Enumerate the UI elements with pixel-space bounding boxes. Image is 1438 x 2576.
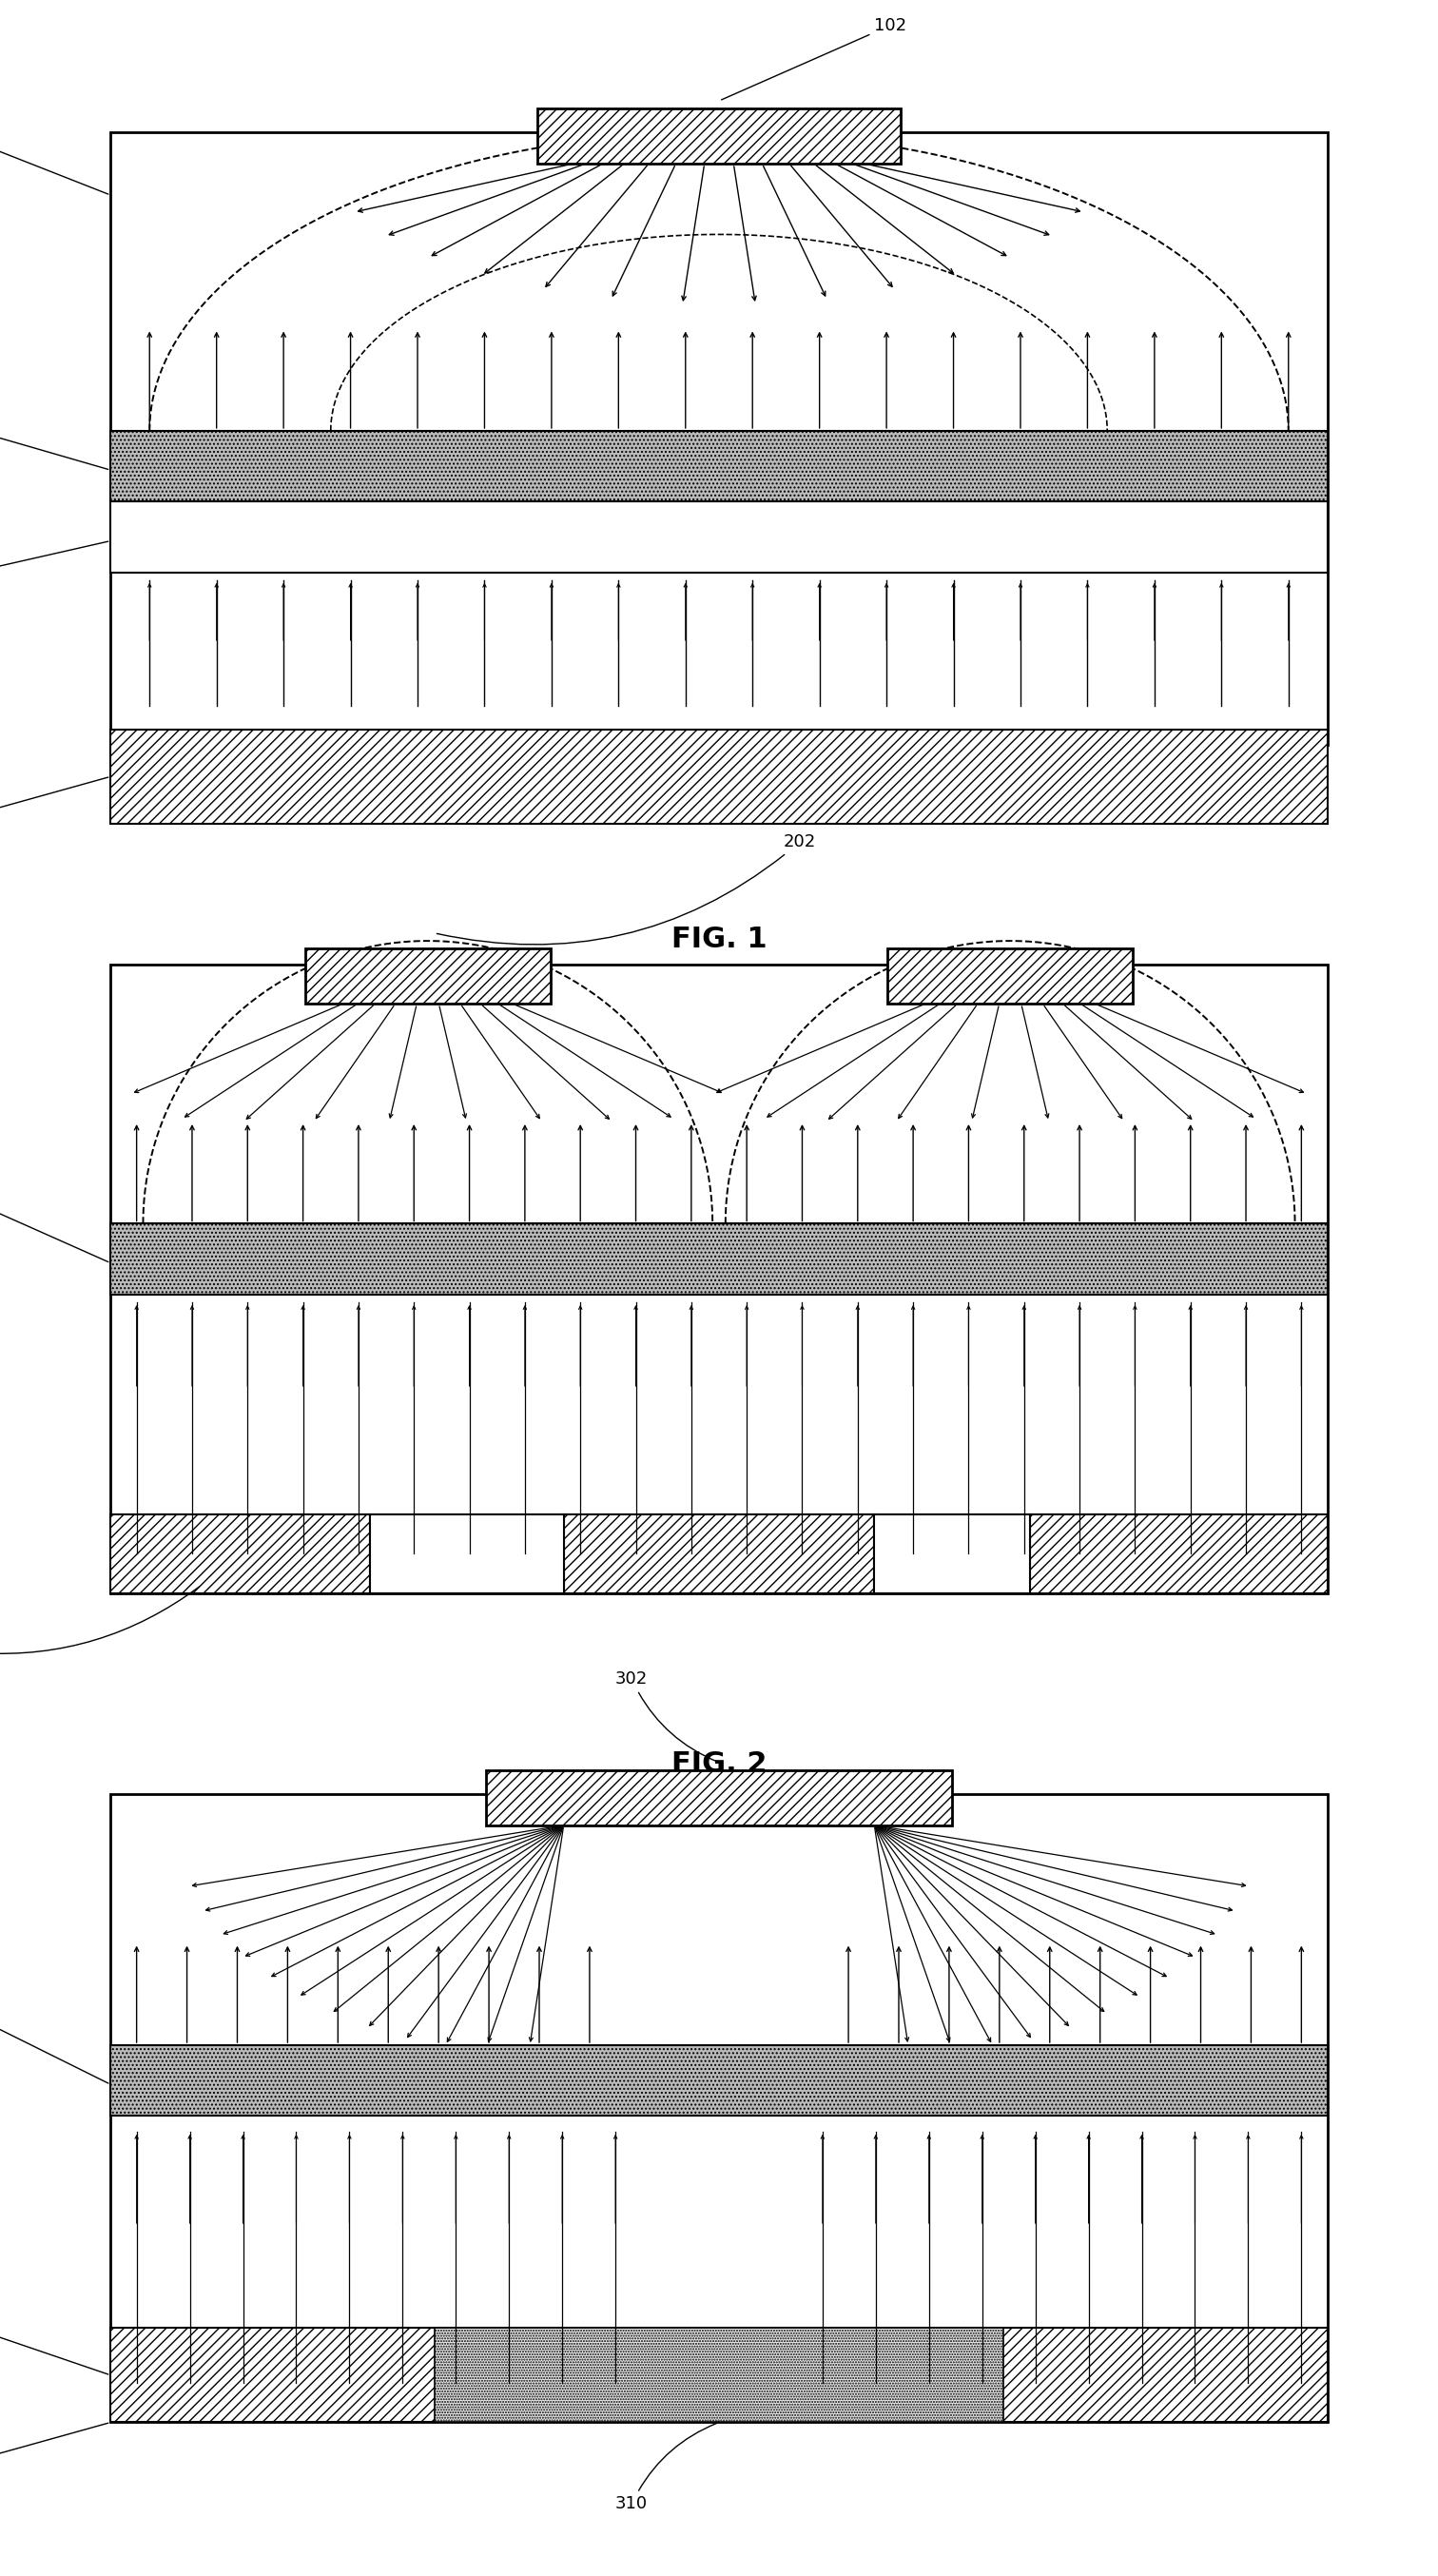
Bar: [111, 502, 1327, 572]
Bar: [111, 1793, 1327, 2421]
Bar: [305, 948, 551, 1005]
Bar: [111, 729, 1327, 824]
Bar: [434, 2329, 1004, 2421]
Text: 108: 108: [0, 541, 108, 585]
Bar: [111, 963, 1327, 1592]
Text: 306: 306: [0, 2002, 108, 2084]
Text: 102: 102: [722, 18, 907, 100]
Bar: [111, 430, 1327, 502]
Bar: [887, 948, 1133, 1005]
Bar: [1030, 1515, 1327, 1592]
Bar: [111, 1224, 1327, 1296]
Bar: [564, 1515, 874, 1592]
Text: FIG. 1: FIG. 1: [672, 925, 766, 953]
Text: 104: 104: [0, 126, 108, 193]
Bar: [111, 1515, 370, 1592]
Text: 302: 302: [615, 1669, 716, 1762]
Bar: [538, 108, 900, 165]
Text: 210: 210: [0, 1587, 200, 1659]
Bar: [111, 430, 1327, 502]
Bar: [111, 131, 1327, 744]
Text: 110: 110: [0, 778, 108, 827]
Text: FIG. 2: FIG. 2: [672, 1749, 766, 1777]
Bar: [111, 2329, 1327, 2421]
Bar: [434, 2329, 1004, 2421]
Text: 310: 310: [615, 2424, 716, 2512]
Text: 206: 206: [0, 1188, 108, 1262]
Bar: [874, 1515, 1030, 1592]
Bar: [486, 1770, 952, 1826]
Text: 312: 312: [0, 2424, 108, 2473]
Bar: [111, 2045, 1327, 2115]
Text: 202: 202: [437, 832, 817, 945]
Bar: [370, 1515, 564, 1592]
Bar: [111, 2045, 1327, 2115]
Text: 308: 308: [0, 2316, 108, 2375]
Bar: [111, 1224, 1327, 1296]
Text: 106: 106: [0, 417, 108, 469]
